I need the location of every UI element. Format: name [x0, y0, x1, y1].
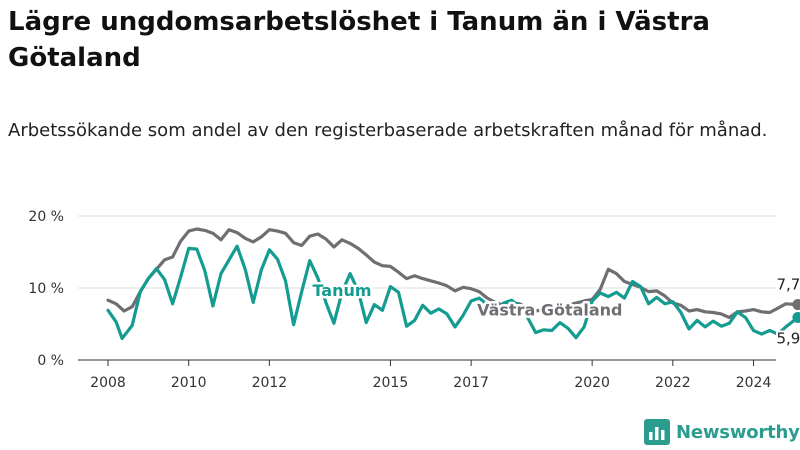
- series: [106, 227, 800, 340]
- x-tick-label: 2015: [373, 375, 409, 391]
- x-tick-label: 2008: [90, 375, 126, 391]
- y-tick-label: 20 %: [28, 209, 64, 225]
- end-label-tanum: 5,9 %: [776, 330, 800, 348]
- x-tick-label: 2020: [574, 375, 610, 391]
- end-label-vastra-gotaland: 7,7 %: [776, 276, 800, 294]
- grid: [78, 215, 776, 361]
- chart-title: Lägre ungdomsarbetslöshet i Tanum än i V…: [8, 7, 710, 73]
- chart-subtitle: Arbetssökande som andel av den registerb…: [8, 120, 768, 141]
- series-line-tanum: [106, 244, 800, 340]
- newsworthy-logo: Newsworthy: [644, 418, 800, 446]
- x-tick-label: 2017: [453, 375, 489, 391]
- end-point-västra-götaland: [792, 299, 800, 311]
- x-tick-label: 2010: [171, 375, 207, 391]
- x-tick-label: 2024: [736, 375, 772, 391]
- brand-name: Newsworthy: [676, 421, 800, 443]
- series-label-tanum: Tanum: [312, 281, 371, 300]
- y-tick-label: 10 %: [28, 281, 64, 297]
- x-tick-label: 2012: [252, 375, 288, 391]
- x-tick-label: 2022: [655, 375, 691, 391]
- bar-chart-logo-icon: [644, 419, 670, 445]
- series-line-västra-götaland: [106, 227, 800, 320]
- series-label-vastra-gotaland: Västra Götaland: [477, 300, 622, 319]
- labels: Västra Götaland Tanum 7,7 % 5,9 %: [310, 274, 800, 350]
- y-tick-label: 0 %: [37, 353, 64, 369]
- end-point-tanum: [792, 312, 800, 324]
- axes: 0 % 10 % 20 % 2008 2010 2012 2015 2017 2020 2022 2…: [28, 209, 771, 391]
